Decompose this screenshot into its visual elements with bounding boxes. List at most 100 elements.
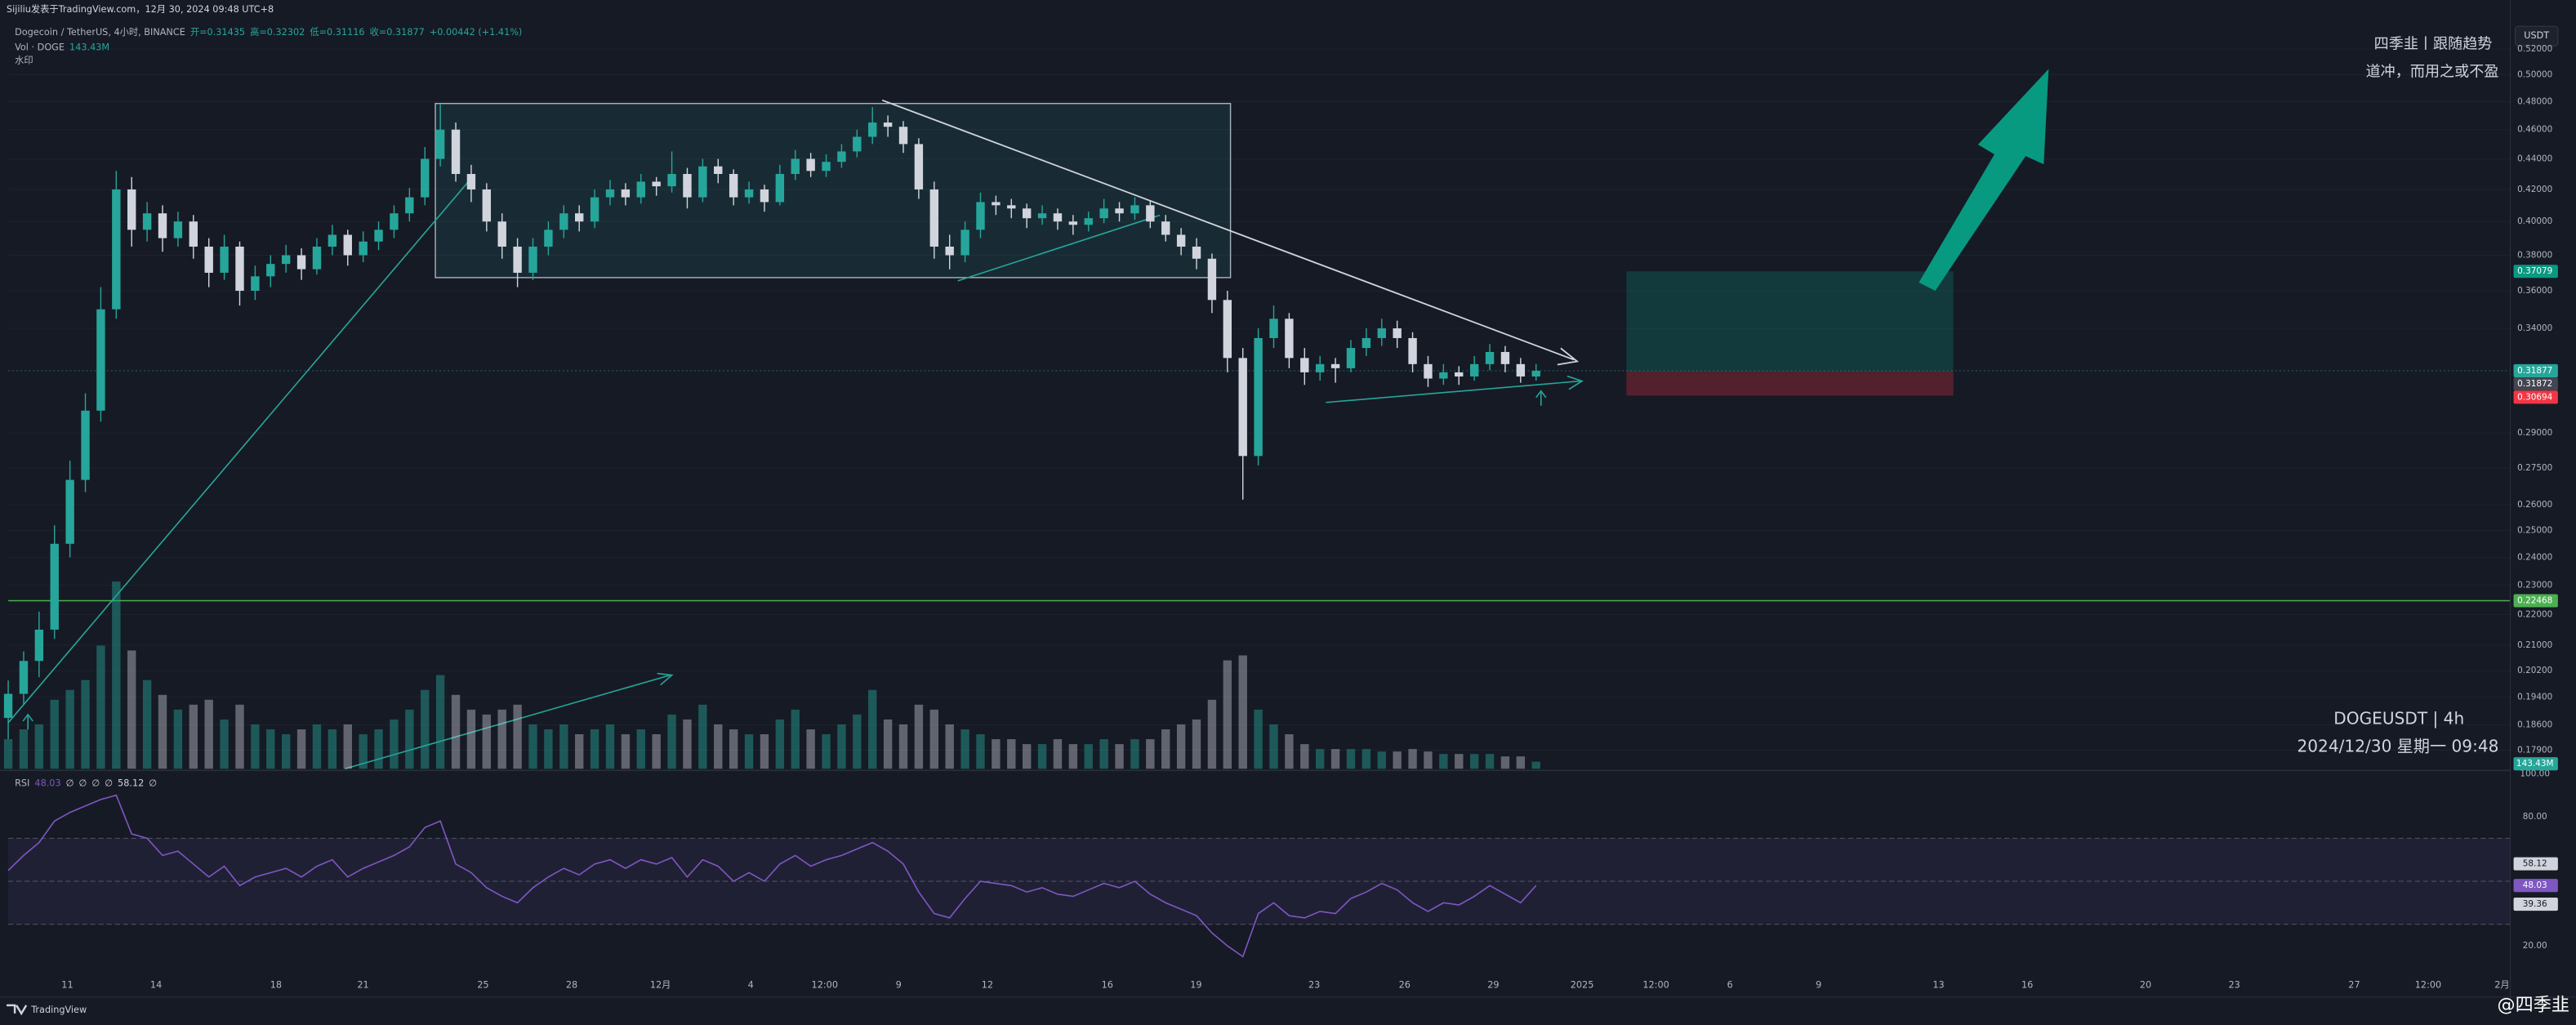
volume-bar	[1161, 729, 1170, 769]
open: 开=0.31435	[190, 27, 245, 38]
candle-body	[142, 213, 152, 230]
handle: @四季韭	[2498, 994, 2569, 1015]
x-tick-label: 12:00	[812, 980, 838, 991]
candle-body	[251, 276, 260, 292]
volume-bar	[328, 729, 337, 769]
volume-bar	[929, 709, 938, 769]
rsi-last-label: 48.03	[2523, 880, 2547, 890]
volume-bar	[837, 724, 846, 769]
volume-bar	[822, 734, 831, 769]
x-tick-label: 12:00	[1642, 980, 1669, 991]
arrow-head	[657, 672, 674, 686]
candle-body	[421, 158, 430, 198]
entry-label: 0.31872	[2517, 379, 2552, 389]
volume-bar	[575, 734, 584, 769]
plot	[3, 104, 2511, 958]
y-tick-label: 0.25000	[2517, 526, 2552, 536]
watermark: 2024/12/30 星期一 09:48	[2297, 737, 2498, 756]
volume-bar	[1285, 734, 1294, 769]
volume-bar	[698, 704, 707, 769]
volume-bar	[435, 675, 445, 769]
x-tick-label: 13	[1932, 980, 1944, 991]
volume-bar	[513, 704, 522, 769]
x-tick-label: 19	[1190, 980, 1201, 991]
volume-bar	[683, 719, 692, 769]
volume-bar	[652, 734, 661, 769]
candle-body	[714, 166, 723, 174]
currency-button[interactable]	[2515, 25, 2559, 47]
volume-bar	[1254, 709, 1263, 769]
y-tick-label: 0.18600	[2517, 720, 2552, 730]
watermark: 四季韭丨跟随趋势	[2374, 35, 2493, 52]
candle-body	[760, 189, 769, 203]
rsi-legend-value: ∅	[66, 778, 74, 788]
volume-bar	[81, 680, 90, 769]
trend-line	[957, 214, 1161, 282]
labels: 0.52000 0.50000 0.48000 0.46000 0.44000 0.420…	[15, 44, 2558, 991]
volume-bar	[1300, 744, 1309, 769]
y-tick-label: 0.34000	[2517, 323, 2552, 333]
volume-bar	[1053, 739, 1063, 769]
volume-trend-line	[345, 674, 671, 770]
volume-bar	[898, 724, 908, 769]
candle-body	[1424, 363, 1433, 379]
candle-body	[173, 221, 183, 238]
rsi-tick-label: 80.00	[2523, 812, 2547, 822]
volume-bar	[1393, 751, 1402, 769]
currency[interactable]: USDT	[2524, 30, 2549, 41]
rsi-legend-value: 48.03	[34, 778, 60, 788]
volume-bar	[1176, 724, 1186, 769]
volume-bar	[853, 714, 862, 769]
candle-body	[451, 129, 461, 174]
candle-body	[945, 246, 954, 256]
volume-bar	[791, 709, 800, 769]
volume-bar	[1346, 749, 1356, 769]
y-tick-label: 0.42000	[2517, 185, 2552, 194]
x-tick-label: 29	[1487, 980, 1499, 991]
candle-body	[497, 221, 506, 247]
volume-bar	[296, 729, 306, 769]
candle-body	[1330, 363, 1340, 368]
rsi-legend-value: ∅	[91, 778, 100, 788]
x-tick-label: 27	[2348, 980, 2360, 991]
volume-bar	[1084, 744, 1093, 769]
x-tick-label: 28	[566, 980, 577, 991]
up-marker	[22, 713, 33, 729]
candle-body	[34, 629, 44, 662]
candle-body	[1022, 208, 1032, 219]
volume-bar	[590, 729, 599, 769]
candle-body	[19, 661, 29, 694]
candle-body	[929, 189, 938, 247]
change: +0.00442 (+1.41%)	[430, 27, 522, 38]
candle-body	[3, 693, 13, 718]
candle-body	[1346, 348, 1356, 368]
volume-bar	[1424, 751, 1433, 769]
range-box	[435, 103, 1232, 279]
volume-bar	[112, 581, 121, 769]
symbol: Dogecoin / TetherUS, 4小时, BINANCE	[15, 27, 185, 38]
volume-bar	[744, 734, 754, 769]
volume-bar	[189, 704, 198, 769]
candle-body	[1176, 234, 1186, 247]
volume-bar	[173, 709, 183, 769]
watermark: 道冲，而用之或不盈	[2366, 63, 2499, 80]
candle-body	[359, 241, 368, 256]
volume-value: 143.43M	[69, 42, 109, 52]
x-tick-label: 16	[2021, 980, 2033, 991]
candle-body	[837, 151, 846, 163]
candle-body	[1099, 208, 1108, 219]
volume-bar	[466, 709, 476, 769]
candle-body	[744, 189, 754, 198]
candle-body	[65, 479, 74, 544]
volume-bar	[1099, 739, 1108, 769]
candle-body	[1439, 372, 1448, 379]
candle-body	[883, 123, 893, 127]
volume-bar	[1377, 751, 1386, 769]
y-tick-label: 0.19400	[2517, 693, 2552, 702]
candle-body	[667, 173, 676, 187]
volume-bar	[544, 729, 553, 769]
resistance-line	[881, 99, 1575, 361]
volume-bar	[528, 724, 537, 769]
volume-bar	[343, 724, 352, 769]
volume-bar	[158, 694, 167, 769]
